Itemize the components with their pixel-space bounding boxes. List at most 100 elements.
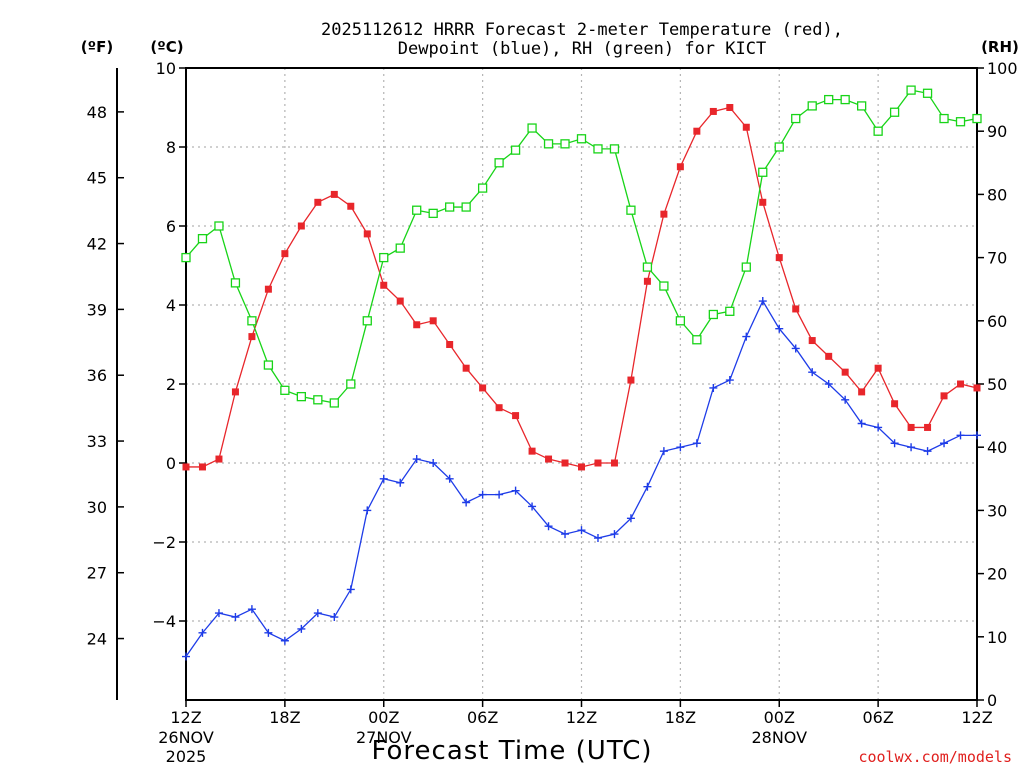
rh-point — [560, 139, 570, 149]
rh-point — [741, 262, 751, 272]
dewpoint-point — [890, 439, 899, 448]
rh-point — [543, 139, 554, 149]
fahrenheit-unit-label: (ºF) — [81, 38, 113, 56]
celsius-tick-label: 2 — [166, 375, 176, 394]
series-rh — [181, 85, 982, 408]
axes — [116, 67, 984, 707]
rh-tick-label: 100 — [987, 59, 1018, 78]
temperature-point — [297, 222, 305, 230]
rh-point — [230, 278, 241, 288]
temperature-point — [924, 423, 932, 431]
fahrenheit-tick-label: 48 — [87, 103, 107, 122]
temperature-point — [610, 459, 618, 467]
dewpoint-point — [297, 624, 306, 633]
dewpoint-point — [610, 530, 619, 539]
rh-point — [362, 316, 372, 326]
dewpoint-point — [709, 383, 718, 392]
rh-point — [428, 208, 438, 219]
rh-tick-label: 30 — [987, 501, 1007, 520]
temperature-point — [231, 388, 239, 396]
temperature-point — [561, 459, 569, 467]
temperature-point — [874, 364, 882, 372]
dewpoint-point — [264, 628, 273, 637]
rh-tick-label: 80 — [987, 185, 1007, 204]
dewpoint-point — [874, 423, 883, 432]
celsius-tick-label: 0 — [166, 454, 176, 473]
rh-point — [758, 167, 768, 177]
temperature-point — [264, 285, 272, 293]
dewpoint-point — [857, 419, 866, 428]
dewpoint-point — [379, 474, 388, 483]
celsius-tick-label: 10 — [156, 59, 176, 78]
tick-labels: 1086420−2−448454239363330272410090807060… — [87, 59, 1018, 766]
dewpoint-point — [429, 459, 438, 467]
rh-tick-label: 70 — [987, 249, 1007, 268]
temperature-point — [907, 423, 915, 431]
rh-point — [313, 395, 323, 405]
fahrenheit-tick-label: 33 — [87, 432, 107, 451]
chart-title-line1: 2025112612 HRRR Forecast 2-meter Tempera… — [321, 20, 843, 40]
dewpoint-point — [561, 530, 570, 539]
dewpoint-point — [725, 376, 734, 385]
rh-point — [214, 221, 224, 231]
rh-point — [280, 385, 290, 395]
celsius-tick-label: 8 — [166, 138, 176, 157]
temperature-point — [314, 198, 322, 206]
rh-point — [692, 335, 702, 345]
temperature-point — [512, 412, 520, 420]
grid-lines — [186, 68, 977, 700]
temperature-point — [363, 230, 371, 238]
fahrenheit-tick-label: 39 — [87, 300, 107, 319]
date-label: 28NOV — [751, 728, 807, 747]
dewpoint-point — [626, 514, 635, 523]
dewpoint-point — [742, 332, 751, 341]
rh-tick-label: 40 — [987, 438, 1007, 457]
dewpoint-point — [956, 431, 965, 440]
rh-point — [725, 306, 735, 316]
celsius-tick-label: −2 — [152, 533, 176, 552]
dewpoint-point — [198, 628, 207, 637]
rh-point — [708, 309, 718, 320]
dewpoint-point — [462, 498, 471, 507]
series-temperature — [182, 104, 981, 471]
rh-point — [873, 126, 883, 136]
x-tick-label: 12Z — [566, 708, 597, 727]
x-axis-title: Forecast Time (UTC) — [371, 736, 652, 766]
rh-point — [609, 144, 620, 154]
rh-point — [939, 113, 949, 124]
celsius-tick-label: 6 — [166, 217, 176, 236]
rh-point — [477, 183, 488, 193]
fahrenheit-tick-label: 30 — [87, 498, 107, 517]
temperature-point — [413, 321, 421, 329]
dewpoint-point — [511, 486, 520, 495]
dewpoint-point — [577, 526, 586, 535]
temperature-point — [198, 463, 206, 471]
temperature-point — [545, 455, 553, 463]
temperature-point — [281, 250, 289, 258]
credit-text: coolwx.com/models — [858, 748, 1012, 766]
rh-tick-label: 0 — [987, 691, 997, 710]
temperature-point — [594, 459, 602, 467]
dewpoint-point — [445, 474, 454, 483]
rh-unit-label: (RH) — [981, 38, 1019, 56]
rh-tick-label: 60 — [987, 312, 1007, 331]
rh-point — [296, 391, 307, 402]
temperature-point — [578, 463, 585, 471]
temperature-point — [462, 364, 470, 372]
dewpoint-point — [593, 534, 602, 543]
rh-point — [955, 117, 966, 127]
rh-point — [412, 205, 422, 215]
temperature-point — [429, 317, 437, 325]
rh-point — [840, 94, 850, 105]
rh-point — [675, 316, 686, 326]
rh-point — [824, 94, 834, 105]
x-tick-label: 06Z — [862, 708, 893, 727]
temperature-point — [808, 337, 816, 345]
rh-point — [593, 144, 603, 154]
rh-point — [510, 145, 521, 155]
temperature-point — [215, 455, 223, 463]
rh-point — [626, 205, 636, 215]
dewpoint-point — [544, 522, 553, 531]
rh-point — [346, 379, 356, 389]
